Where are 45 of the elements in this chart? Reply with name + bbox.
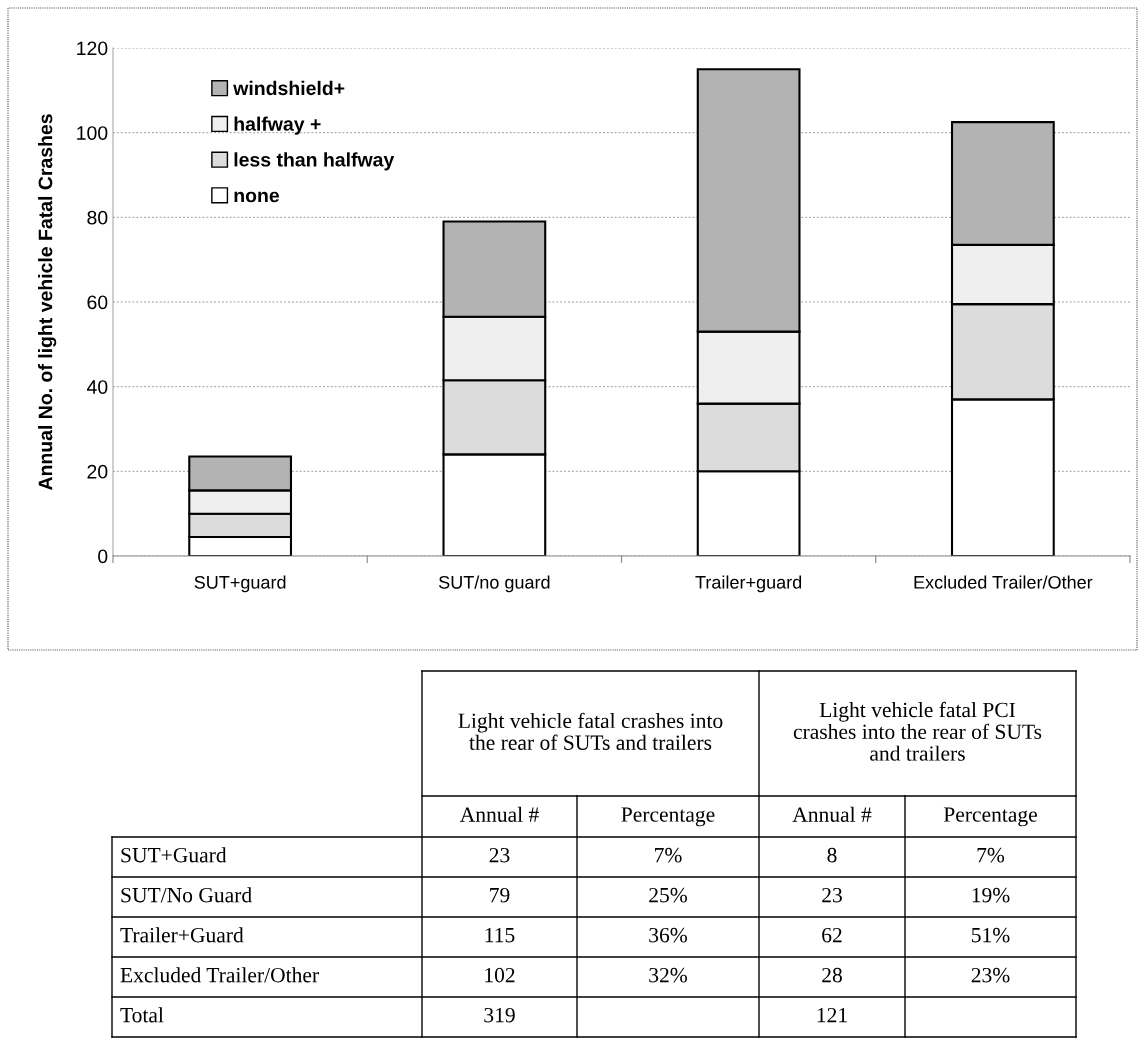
text: 23% xyxy=(971,967,1010,983)
category-label: SUT+Guard xyxy=(121,847,227,863)
y-tick-label: 0 xyxy=(98,549,108,564)
text: 121 xyxy=(817,1007,847,1023)
y-tick-label: 60 xyxy=(87,295,108,310)
text: 102 xyxy=(485,967,515,983)
legend-label: halfway + xyxy=(234,116,321,135)
text: 28 xyxy=(822,967,842,983)
x-tick-label: Excluded Trailer/Other xyxy=(914,575,1093,589)
text: 8 xyxy=(827,847,837,863)
text: 32% xyxy=(649,967,687,983)
text: 115 xyxy=(485,927,515,943)
x-tick-label: SUT/no guard xyxy=(439,575,550,593)
category-label: Excluded Trailer/Other xyxy=(120,967,319,983)
y-tick-label: 20 xyxy=(87,464,108,479)
text: Light vehicle fatal crashes into the rear of SUTs and trailers xyxy=(458,712,723,750)
text: 62 xyxy=(822,927,842,943)
text: 19% xyxy=(972,887,1010,903)
category-label: Annual # xyxy=(459,806,539,822)
category-label: Total xyxy=(120,1007,164,1023)
x-tick-label: Trailer+guard xyxy=(695,575,802,593)
x-tick-label: SUT+guard xyxy=(194,575,286,593)
category-label: Annual # xyxy=(792,806,872,822)
text: 23 xyxy=(489,847,510,863)
y-tick-label: 80 xyxy=(87,210,108,225)
category-label: Trailer+Guard xyxy=(120,927,244,943)
legend-label: none xyxy=(234,191,280,203)
y-axis-title: Annual No. of light vehicle Fatal Crashes xyxy=(38,114,57,491)
text: Light vehicle fatal PCI crashes into the rear of SUTs and trailers xyxy=(793,701,1042,761)
text: 23 xyxy=(822,887,842,903)
text: 25% xyxy=(649,887,687,903)
category-label: Percentage xyxy=(621,807,715,827)
legend-label: less than halfway xyxy=(234,152,395,171)
text: 36% xyxy=(649,927,687,943)
category-label: Percentage xyxy=(943,807,1037,827)
text: 51% xyxy=(972,927,1010,943)
text: 7% xyxy=(977,847,1005,863)
y-tick-label: 120 xyxy=(77,41,108,56)
category-label: SUT/No Guard xyxy=(121,887,252,903)
text: 7% xyxy=(655,847,682,863)
text: 319 xyxy=(484,1007,515,1023)
y-tick-label: 40 xyxy=(86,380,108,394)
y-tick-label: 100 xyxy=(77,126,108,140)
text: 79 xyxy=(490,887,510,903)
legend-label: windshield+ xyxy=(233,80,345,96)
